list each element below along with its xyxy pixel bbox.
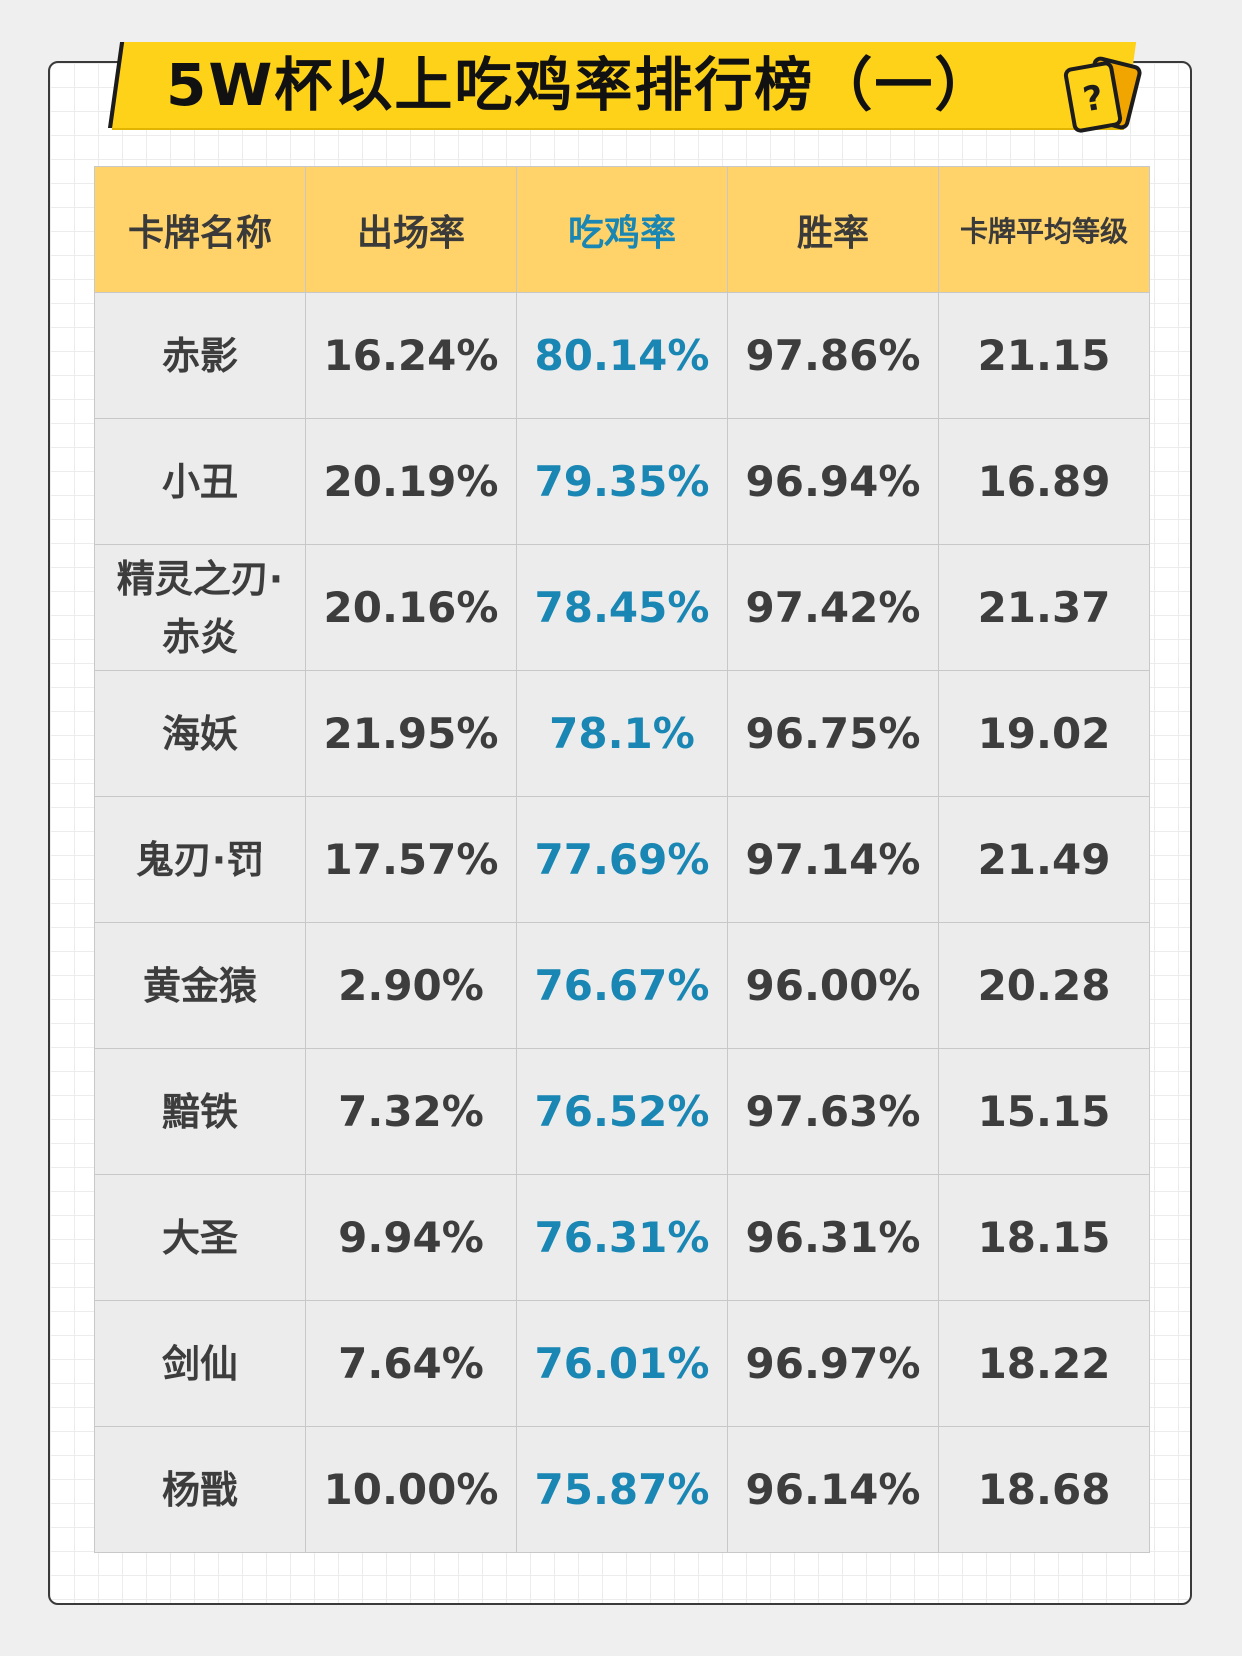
avg-level-cell: 21.15: [938, 292, 1150, 419]
chicken-rate-cell: 76.01%: [516, 1300, 728, 1427]
card-name-cell: 小丑: [94, 418, 306, 545]
avg-level-cell: 18.68: [938, 1426, 1150, 1553]
chicken-rate-cell: 79.35%: [516, 418, 728, 545]
chicken-rate-cell: 78.1%: [516, 670, 728, 797]
appearance-rate-cell: 10.00%: [305, 1426, 517, 1553]
avg-level-cell: 21.37: [938, 544, 1150, 671]
header-appearance-rate: 出场率: [305, 166, 517, 293]
card-name-cell: 精灵之刃·赤炎: [94, 544, 306, 671]
win-rate-cell: 97.42%: [727, 544, 939, 671]
table-row: 黯铁 7.32% 76.52% 97.63% 15.15: [94, 1048, 1150, 1175]
win-rate-cell: 97.63%: [727, 1048, 939, 1175]
win-rate-cell: 97.14%: [727, 796, 939, 923]
card-name-cell: 剑仙: [94, 1300, 306, 1427]
table-row: 精灵之刃·赤炎 20.16% 78.45% 97.42% 21.37: [94, 544, 1150, 671]
table-row: 大圣 9.94% 76.31% 96.31% 18.15: [94, 1174, 1150, 1301]
win-rate-cell: 96.00%: [727, 922, 939, 1049]
appearance-rate-cell: 16.24%: [305, 292, 517, 419]
card-name-cell: 赤影: [94, 292, 306, 419]
chicken-rate-cell: 75.87%: [516, 1426, 728, 1553]
card-name-cell: 黯铁: [94, 1048, 306, 1175]
avg-level-cell: 18.15: [938, 1174, 1150, 1301]
table-header-row: 卡牌名称 出场率 吃鸡率 胜率 卡牌平均等级: [94, 166, 1150, 293]
appearance-rate-cell: 2.90%: [305, 922, 517, 1049]
header-avg-level: 卡牌平均等级: [938, 166, 1150, 293]
page-title: 5W杯以上吃鸡率排行榜（一）: [166, 51, 995, 119]
win-rate-cell: 96.94%: [727, 418, 939, 545]
avg-level-cell: 15.15: [938, 1048, 1150, 1175]
table-row: 鬼刃·罚 17.57% 77.69% 97.14% 21.49: [94, 796, 1150, 923]
table-row: 海妖 21.95% 78.1% 96.75% 19.02: [94, 670, 1150, 797]
chicken-rate-cell: 77.69%: [516, 796, 728, 923]
avg-level-cell: 21.49: [938, 796, 1150, 923]
table-row: 黄金猿 2.90% 76.67% 96.00% 20.28: [94, 922, 1150, 1049]
avg-level-cell: 16.89: [938, 418, 1150, 545]
table-row: 剑仙 7.64% 76.01% 96.97% 18.22: [94, 1300, 1150, 1427]
avg-level-cell: 18.22: [938, 1300, 1150, 1427]
chicken-rate-cell: 80.14%: [516, 292, 728, 419]
win-rate-cell: 96.31%: [727, 1174, 939, 1301]
appearance-rate-cell: 7.32%: [305, 1048, 517, 1175]
appearance-rate-cell: 9.94%: [305, 1174, 517, 1301]
card-name-cell: 鬼刃·罚: [94, 796, 306, 923]
card-name-cell: 杨戬: [94, 1426, 306, 1553]
table-row: 赤影 16.24% 80.14% 97.86% 21.15: [94, 292, 1150, 419]
appearance-rate-cell: 7.64%: [305, 1300, 517, 1427]
win-rate-cell: 96.14%: [727, 1426, 939, 1553]
appearance-rate-cell: 21.95%: [305, 670, 517, 797]
table-row: 小丑 20.19% 79.35% 96.94% 16.89: [94, 418, 1150, 545]
chicken-rate-cell: 78.45%: [516, 544, 728, 671]
card-name-cell: 大圣: [94, 1174, 306, 1301]
header-win-rate: 胜率: [727, 166, 939, 293]
question-card-icon: ?: [1062, 52, 1146, 144]
avg-level-cell: 20.28: [938, 922, 1150, 1049]
ranking-table: 卡牌名称 出场率 吃鸡率 胜率 卡牌平均等级 赤影 16.24% 80.14% …: [94, 166, 1150, 1553]
table-row: 杨戬 10.00% 75.87% 96.14% 18.68: [94, 1426, 1150, 1553]
chicken-rate-cell: 76.67%: [516, 922, 728, 1049]
appearance-rate-cell: 17.57%: [305, 796, 517, 923]
win-rate-cell: 96.75%: [727, 670, 939, 797]
card-name-cell: 黄金猿: [94, 922, 306, 1049]
chicken-rate-cell: 76.31%: [516, 1174, 728, 1301]
header-chicken-rate: 吃鸡率: [516, 166, 728, 293]
header-card-name: 卡牌名称: [94, 166, 306, 293]
win-rate-cell: 96.97%: [727, 1300, 939, 1427]
appearance-rate-cell: 20.16%: [305, 544, 517, 671]
win-rate-cell: 97.86%: [727, 292, 939, 419]
card-name-cell: 海妖: [94, 670, 306, 797]
appearance-rate-cell: 20.19%: [305, 418, 517, 545]
ranking-table-container: 卡牌名称 出场率 吃鸡率 胜率 卡牌平均等级 赤影 16.24% 80.14% …: [94, 166, 1150, 1553]
avg-level-cell: 19.02: [938, 670, 1150, 797]
chicken-rate-cell: 76.52%: [516, 1048, 728, 1175]
